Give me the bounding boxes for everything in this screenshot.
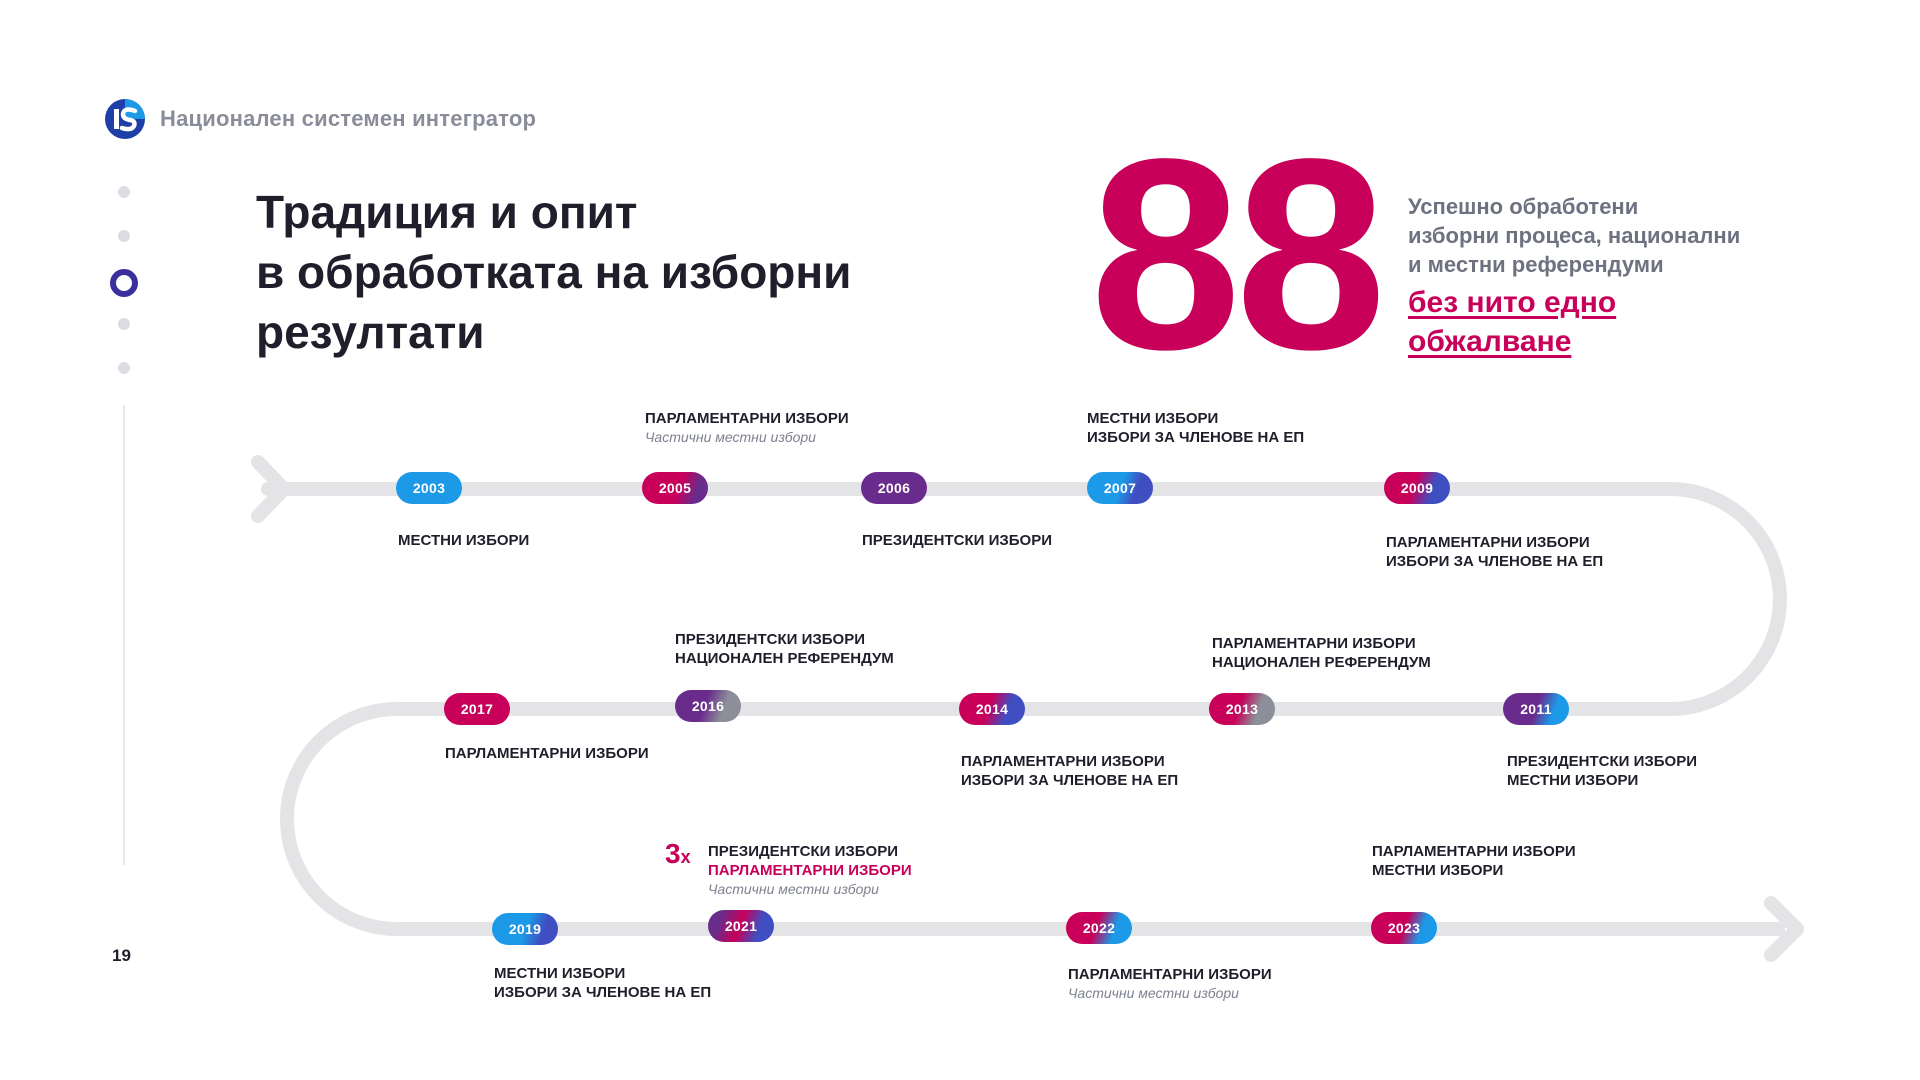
- event-label-2019: МЕСТНИ ИЗБОРИ ИЗБОРИ ЗА ЧЛЕНОВЕ НА ЕП: [494, 965, 712, 1001]
- event-label-2014: ПАРЛАМЕНТАРНИ ИЗБОРИ ИЗБОРИ ЗА ЧЛЕНОВЕ Н…: [961, 753, 1179, 789]
- year-pill-2007[interactable]: 2007: [1087, 472, 1153, 504]
- year-pill-2019[interactable]: 2019: [492, 913, 558, 945]
- event-label-2007: МЕСТНИ ИЗБОРИ ИЗБОРИ ЗА ЧЛЕНОВЕ НА ЕП: [1087, 410, 1305, 446]
- page-title: Традиция и опит в обработката на изборни…: [256, 186, 852, 358]
- event-label-2017: ПАРЛАМЕНТАРНИ ИЗБОРИ: [445, 745, 649, 762]
- rail-divider: [123, 405, 125, 865]
- slide-nav-dot[interactable]: [118, 230, 130, 242]
- nsi-logo-icon: [105, 99, 145, 139]
- event-label-2003: МЕСТНИ ИЗБОРИ: [398, 532, 530, 549]
- event-label-2005: ПАРЛАМЕНТАРНИ ИЗБОРИ Частични местни изб…: [645, 410, 849, 445]
- slide-nav-dot[interactable]: [118, 318, 130, 330]
- year-pill-2023[interactable]: 2023: [1371, 912, 1437, 944]
- stat-description: Успешно обработени изборни процеса, наци…: [1408, 194, 1741, 277]
- year-pill-2009[interactable]: 2009: [1384, 472, 1450, 504]
- year-pill-2014[interactable]: 2014: [959, 693, 1025, 725]
- event-label-2009: ПАРЛАМЕНТАРНИ ИЗБОРИ ИЗБОРИ ЗА ЧЛЕНОВЕ Н…: [1386, 534, 1604, 570]
- slide-nav-dot-active[interactable]: [110, 269, 138, 297]
- year-pill-2022[interactable]: 2022: [1066, 912, 1132, 944]
- year-pill-2021[interactable]: 2021: [708, 910, 774, 942]
- multiplier-3x: 3x: [665, 838, 691, 869]
- year-pill-2013[interactable]: 2013: [1209, 693, 1275, 725]
- year-pill-2017[interactable]: 2017: [444, 693, 510, 725]
- event-label-2016: ПРЕЗИДЕНТСКИ ИЗБОРИ НАЦИОНАЛЕН РЕФЕРЕНДУ…: [675, 631, 894, 667]
- event-label-2023: ПАРЛАМЕНТАРНИ ИЗБОРИ МЕСТНИ ИЗБОРИ: [1372, 843, 1576, 879]
- stat-number: 88: [1090, 102, 1387, 406]
- brand-name: Национален системен интегратор: [160, 106, 537, 131]
- event-label-2011: ПРЕЗИДЕНТСКИ ИЗБОРИ МЕСТНИ ИЗБОРИ: [1507, 753, 1698, 789]
- stat-highlight-link[interactable]: без нито едно обжалване: [1408, 286, 1617, 358]
- year-pill-2006[interactable]: 2006: [861, 472, 927, 504]
- event-label-2006: ПРЕЗИДЕНТСКИ ИЗБОРИ: [862, 532, 1053, 549]
- year-pill-2003[interactable]: 2003: [396, 472, 462, 504]
- event-label-2022: ПАРЛАМЕНТАРНИ ИЗБОРИ Частични местни изб…: [1068, 966, 1272, 1001]
- year-pill-2016[interactable]: 2016: [675, 690, 741, 722]
- year-pill-2005[interactable]: 2005: [642, 472, 708, 504]
- slide-nav-dot[interactable]: [118, 186, 130, 198]
- page-number: 19: [112, 946, 131, 965]
- event-label-2013: ПАРЛАМЕНТАРНИ ИЗБОРИ НАЦИОНАЛЕН РЕФЕРЕНД…: [1212, 635, 1431, 671]
- year-pill-2011[interactable]: 2011: [1503, 693, 1569, 725]
- slide-nav-dot[interactable]: [118, 362, 130, 374]
- event-label-2021: ПРЕЗИДЕНТСКИ ИЗБОРИ ПАРЛАМЕНТАРНИ ИЗБОРИ…: [708, 843, 912, 897]
